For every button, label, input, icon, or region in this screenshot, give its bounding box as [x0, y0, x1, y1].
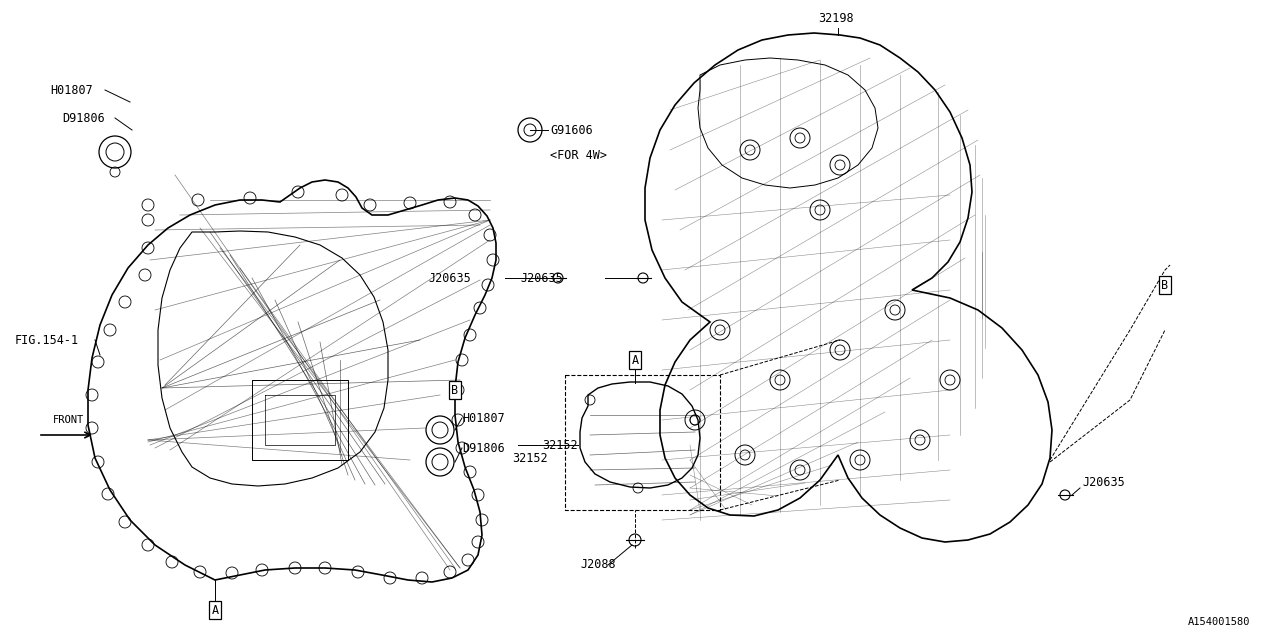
Text: A: A [211, 604, 219, 616]
Text: A: A [631, 353, 639, 367]
Text: FIG.154-1: FIG.154-1 [15, 333, 79, 346]
Text: J20635: J20635 [1082, 476, 1125, 488]
Text: H01807: H01807 [50, 83, 92, 97]
Text: B: B [1161, 278, 1169, 291]
Text: 32198: 32198 [818, 12, 854, 24]
Text: B: B [452, 383, 458, 397]
Text: 32152: 32152 [512, 451, 548, 465]
Text: J20635: J20635 [428, 271, 471, 285]
Text: G91606: G91606 [550, 124, 593, 136]
Text: <FOR 4W>: <FOR 4W> [550, 148, 607, 161]
Text: J20635: J20635 [520, 271, 563, 285]
Text: J2088: J2088 [580, 559, 616, 572]
Text: D91806: D91806 [61, 111, 105, 125]
Text: FRONT: FRONT [52, 415, 83, 425]
Text: A154001580: A154001580 [1188, 617, 1251, 627]
Text: H01807: H01807 [462, 412, 504, 424]
Text: D91806: D91806 [462, 442, 504, 454]
Text: 32152: 32152 [543, 438, 579, 451]
